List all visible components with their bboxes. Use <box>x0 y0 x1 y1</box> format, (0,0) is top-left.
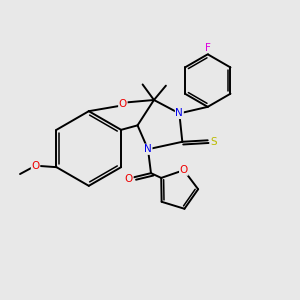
Text: N: N <box>144 144 152 154</box>
Text: S: S <box>210 137 217 147</box>
Text: F: F <box>205 43 211 53</box>
Text: O: O <box>125 173 133 184</box>
Text: O: O <box>119 99 127 109</box>
Text: O: O <box>180 165 188 175</box>
Text: O: O <box>32 161 40 171</box>
Text: N: N <box>176 108 183 118</box>
